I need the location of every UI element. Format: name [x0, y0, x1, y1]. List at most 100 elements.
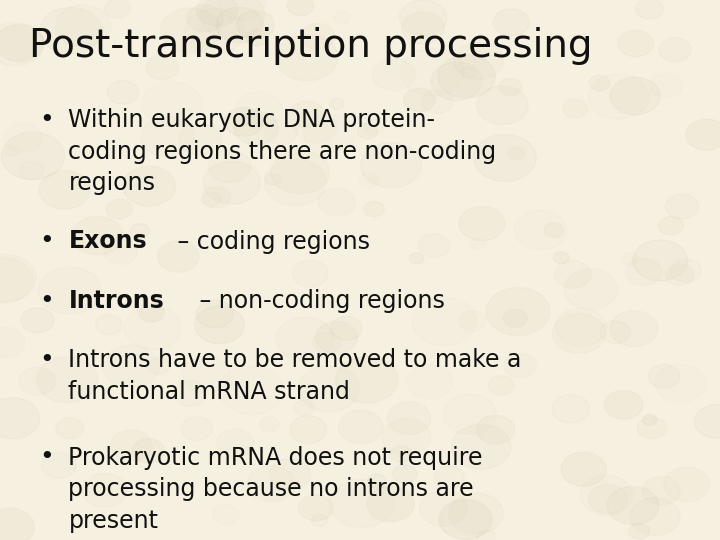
Text: •: •: [40, 289, 54, 313]
Circle shape: [420, 490, 467, 526]
Circle shape: [477, 415, 515, 444]
Circle shape: [552, 314, 606, 354]
Text: Post-transcription processing: Post-transcription processing: [29, 27, 593, 65]
Text: •: •: [40, 230, 54, 253]
Circle shape: [477, 530, 495, 540]
Circle shape: [694, 404, 720, 438]
Circle shape: [588, 484, 627, 514]
Circle shape: [477, 86, 528, 124]
Circle shape: [315, 322, 357, 353]
Circle shape: [234, 112, 279, 145]
Circle shape: [21, 308, 54, 333]
Circle shape: [444, 144, 459, 155]
Circle shape: [330, 316, 362, 340]
Circle shape: [390, 446, 412, 462]
Circle shape: [202, 192, 221, 206]
Circle shape: [611, 311, 658, 347]
Circle shape: [179, 124, 222, 156]
Circle shape: [636, 0, 663, 19]
Circle shape: [197, 0, 238, 26]
Circle shape: [563, 99, 588, 118]
Circle shape: [0, 254, 36, 302]
Circle shape: [454, 42, 503, 79]
Circle shape: [642, 476, 680, 505]
Circle shape: [474, 134, 536, 181]
Circle shape: [39, 171, 90, 209]
Circle shape: [203, 161, 261, 204]
Circle shape: [630, 498, 680, 535]
Circle shape: [666, 264, 694, 285]
Circle shape: [604, 390, 643, 419]
Circle shape: [659, 38, 691, 62]
Circle shape: [648, 364, 680, 388]
Circle shape: [431, 62, 482, 100]
Circle shape: [387, 402, 431, 435]
Circle shape: [72, 217, 123, 255]
Circle shape: [499, 78, 522, 96]
Circle shape: [607, 486, 659, 525]
Circle shape: [287, 0, 314, 16]
Circle shape: [161, 8, 220, 53]
Circle shape: [216, 7, 264, 43]
Circle shape: [489, 376, 514, 395]
Circle shape: [0, 508, 35, 540]
Circle shape: [292, 260, 328, 287]
Circle shape: [246, 30, 267, 46]
Circle shape: [600, 321, 631, 343]
Circle shape: [271, 150, 330, 194]
Circle shape: [194, 306, 244, 343]
Circle shape: [158, 241, 199, 272]
Circle shape: [299, 495, 333, 521]
Circle shape: [358, 124, 377, 139]
Circle shape: [665, 194, 698, 219]
Circle shape: [637, 417, 667, 439]
Circle shape: [289, 101, 324, 127]
Circle shape: [367, 474, 387, 488]
Text: •: •: [40, 348, 54, 372]
Circle shape: [409, 253, 424, 264]
Circle shape: [402, 12, 444, 44]
Text: •: •: [40, 108, 54, 132]
Circle shape: [643, 415, 657, 426]
Circle shape: [265, 173, 281, 185]
Circle shape: [685, 119, 720, 150]
Circle shape: [633, 240, 688, 281]
Circle shape: [104, 0, 130, 18]
Circle shape: [459, 206, 505, 241]
Circle shape: [37, 357, 98, 403]
Circle shape: [294, 400, 315, 415]
Text: Within eukaryotic DNA protein-
coding regions there are non-coding
regions: Within eukaryotic DNA protein- coding re…: [68, 108, 497, 195]
Text: – coding regions: – coding regions: [170, 230, 370, 253]
Circle shape: [300, 23, 335, 49]
Circle shape: [0, 25, 43, 62]
Circle shape: [618, 30, 653, 57]
Circle shape: [130, 224, 150, 238]
Circle shape: [200, 0, 265, 39]
Circle shape: [56, 418, 84, 439]
Circle shape: [38, 267, 102, 314]
Circle shape: [493, 9, 529, 36]
Circle shape: [438, 55, 495, 98]
Circle shape: [544, 223, 564, 238]
Circle shape: [330, 98, 344, 109]
Circle shape: [451, 424, 511, 469]
Circle shape: [106, 199, 132, 219]
Circle shape: [361, 143, 421, 188]
Circle shape: [122, 166, 176, 206]
Circle shape: [202, 187, 230, 208]
Circle shape: [561, 452, 606, 486]
Text: Introns have to be removed to make a
functional mRNA strand: Introns have to be removed to make a fun…: [68, 348, 522, 404]
Circle shape: [392, 465, 417, 483]
Circle shape: [449, 493, 503, 534]
Circle shape: [1, 132, 65, 180]
Circle shape: [400, 0, 447, 36]
Circle shape: [139, 303, 164, 322]
Text: •: •: [40, 446, 54, 469]
Circle shape: [486, 288, 550, 335]
Circle shape: [589, 76, 610, 91]
Circle shape: [132, 438, 165, 463]
Circle shape: [552, 395, 590, 423]
Circle shape: [96, 315, 122, 335]
Circle shape: [629, 523, 649, 539]
Circle shape: [404, 88, 435, 112]
